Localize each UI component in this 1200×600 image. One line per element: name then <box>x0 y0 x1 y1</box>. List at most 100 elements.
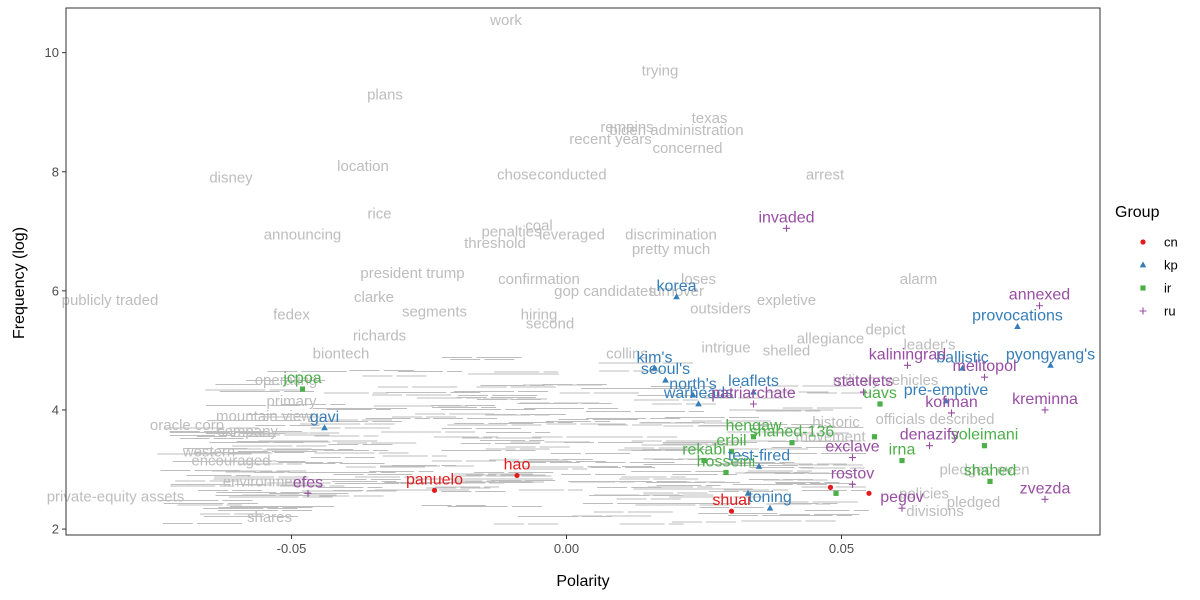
cloud-texture: ——— — <box>366 410 430 427</box>
point-label-kp: korea <box>656 278 696 295</box>
cloud-texture: ———— —— <box>374 397 468 414</box>
point-kp <box>651 364 658 371</box>
point-ir <box>789 440 795 446</box>
background-word: shares <box>247 509 292 526</box>
point-ru <box>898 504 906 512</box>
cloud-texture: —— —— <box>328 411 392 428</box>
point-label-kp: test-fired <box>728 448 790 465</box>
cloud-texture: —— ——— <box>477 378 556 395</box>
cloud-texture: ———— —— <box>230 497 324 514</box>
cloud-texture: —— ——— <box>415 405 494 422</box>
point-label-ru: zvezda <box>1020 480 1071 497</box>
cloud-texture: —— ——— <box>454 465 533 482</box>
cloud-texture: —— —— <box>709 483 773 500</box>
cloud-texture: —— —— <box>494 515 558 532</box>
point-ir <box>833 490 839 496</box>
background-word: environment <box>223 473 306 490</box>
cloud-texture: ——— — <box>620 515 684 532</box>
cloud-texture: —— —— <box>653 451 717 468</box>
point-label-kp: pyongyang's <box>1006 346 1095 363</box>
point-kp <box>942 397 950 404</box>
background-word: threshold <box>464 235 526 252</box>
cloud-texture: —— ——— <box>461 435 540 452</box>
cloud-texture: —— ——— <box>489 451 568 468</box>
cloud-texture: —— —— <box>200 505 264 522</box>
cloud-texture: ———— —— <box>741 512 835 529</box>
cloud-texture: —— ——— <box>452 472 531 489</box>
cloud-texture: ——— — <box>244 424 308 441</box>
highlighted-labels: hao panuelo shuai korea kim'sseoul'snorth'sw… <box>282 209 1095 509</box>
cloud-texture: —— —— <box>616 490 680 507</box>
cloud-texture: ——— — <box>417 389 481 406</box>
cloud-texture: ———— —— <box>204 507 298 524</box>
x-axis-title: Polarity <box>556 573 609 590</box>
cloud-texture: ———— —— <box>203 499 297 516</box>
cloud-texture: —— —— <box>641 413 705 430</box>
point-cn <box>827 484 834 490</box>
cloud-texture: —— —— <box>325 400 389 417</box>
background-word: leveraged <box>539 226 605 243</box>
background-word: penalties <box>481 223 541 240</box>
background-word: second <box>526 316 574 333</box>
point-label-ru: invaded <box>758 209 814 226</box>
cloud-texture: ——— — <box>730 454 794 471</box>
cloud-texture: ——— — <box>489 470 553 487</box>
background-word: policies <box>899 485 949 502</box>
background-word: encouraged <box>191 453 270 470</box>
x-tick-label: -0.05 <box>277 541 307 556</box>
legend-key-cn <box>1140 239 1146 245</box>
cloud-texture: —— ——— <box>384 474 463 491</box>
cloud-texture: —— —— <box>618 441 682 458</box>
cloud-texture: —— —— <box>516 454 580 471</box>
cloud-texture: ——— — <box>270 497 334 514</box>
cloud-texture: —— —— <box>422 497 486 514</box>
cloud-texture: —— —— <box>652 395 716 412</box>
point-label-ru: statelets <box>834 373 894 390</box>
cloud-texture: ———— —— <box>592 473 686 490</box>
cloud-texture: ——— — <box>398 362 462 379</box>
cloud-texture: ——— — <box>801 459 865 476</box>
point-label-ru: annexed <box>1009 287 1070 304</box>
background-word: plans <box>367 86 403 103</box>
cloud-texture: —— —— <box>226 463 290 480</box>
point-ir <box>728 449 735 455</box>
cloud-texture: ———— —— <box>733 475 827 492</box>
cloud-texture: ——— — <box>775 474 839 491</box>
background-word: fedex <box>273 307 310 324</box>
cloud-texture: ——— — <box>278 453 342 470</box>
cloud-texture: —— —— <box>311 449 375 466</box>
legend-key-ir <box>1140 285 1146 291</box>
highlighted-points <box>299 224 1054 514</box>
background-word: historic <box>812 414 860 431</box>
cloud-texture: —— ——— <box>692 412 771 429</box>
plot-border <box>65 7 1101 536</box>
cloud-texture: —— ——— <box>246 372 325 389</box>
background-word: announcing <box>264 226 342 243</box>
cloud-texture: ———— —— <box>633 480 727 497</box>
cloud-texture: ———— —— <box>595 379 689 396</box>
background-word: biden administration <box>609 122 743 139</box>
background-word: intrigue <box>701 339 750 356</box>
cloud-texture: ——— — <box>355 468 419 485</box>
point-ru <box>948 409 955 417</box>
cloud-texture: ——— — <box>480 377 544 394</box>
cloud-texture: —— ——— <box>619 470 698 487</box>
cloud-texture: —— —— <box>175 472 239 489</box>
cloud-texture: —— ——— <box>333 465 412 482</box>
cloud-texture: —— ——— <box>780 506 859 523</box>
cloud-texture: —— —— <box>591 458 655 475</box>
cloud-texture: ——— — <box>331 463 395 480</box>
point-ir <box>701 457 707 464</box>
legend-label-cn: cn <box>1164 235 1178 250</box>
cloud-texture: ———— —— <box>210 444 304 461</box>
cloud-texture: ——— — <box>178 496 242 513</box>
cloud-texture: ———— —— <box>164 494 258 511</box>
background-word: gop candidates <box>554 283 656 300</box>
cloud-texture: —— ——— <box>311 419 390 436</box>
cloud-texture: ——— — <box>324 441 388 458</box>
point-cn <box>728 508 735 514</box>
cloud-texture: —— ——— <box>465 473 544 490</box>
cloud-texture: —— —— <box>483 390 547 407</box>
cloud-texture: ———— —— <box>238 488 332 505</box>
cloud-texture: ———— —— <box>218 502 312 519</box>
